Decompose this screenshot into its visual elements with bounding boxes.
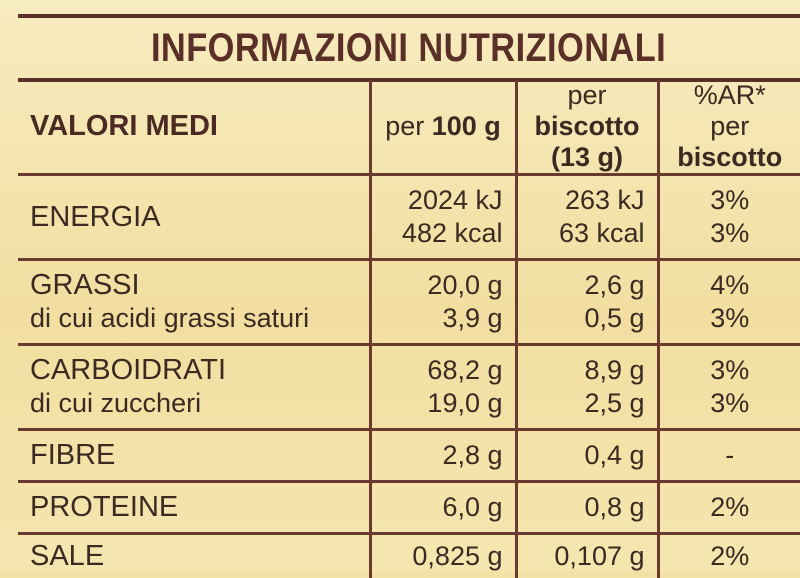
header-biscotto-weight: (13 g) xyxy=(551,142,623,172)
cell-carbo-perbisc: 8,9 g 2,5 g xyxy=(516,345,658,430)
value-zuccheri-100: 19,0 g xyxy=(372,387,503,420)
value-proteine-bisc: 0,8 g xyxy=(516,482,658,534)
value-fibre-100: 2,8 g xyxy=(370,430,516,482)
header-per-100g-unit: 100 g xyxy=(432,111,501,141)
value-fibre-bisc: 0,4 g xyxy=(516,430,658,482)
row-label-fibre: FIBRE xyxy=(18,430,370,482)
value-energia-kcal-bisc: 63 kcal xyxy=(518,217,645,250)
value-fibre-ar: - xyxy=(658,430,800,482)
value-proteine-100: 6,0 g xyxy=(370,482,516,534)
row-name-carboidrati: CARBOIDRATI xyxy=(18,354,369,387)
value-saturi-100: 3,9 g xyxy=(372,302,503,335)
table-row-energia: ENERGIA 2024 kJ 482 kcal 263 kJ 63 kcal … xyxy=(18,175,800,260)
table-row-carboidrati: CARBOIDRATI di cui zuccheri 68,2 g 19,0 … xyxy=(18,345,800,430)
value-zuccheri-ar: 3% xyxy=(660,387,800,420)
row-label-proteine: PROTEINE xyxy=(18,482,370,534)
value-energia-kcal-100: 482 kcal xyxy=(372,217,503,250)
table-row-fibre: FIBRE 2,8 g 0,4 g - xyxy=(18,430,800,482)
cell-energia-per100: 2024 kJ 482 kcal xyxy=(370,175,516,260)
header-per-100g-prefix: per xyxy=(385,111,424,141)
value-energia-kj-bisc: 263 kJ xyxy=(518,184,645,217)
value-grassi-bisc: 2,6 g xyxy=(518,269,645,302)
header-ar: %AR* per biscotto xyxy=(658,80,800,175)
value-energia-ar-kj: 3% xyxy=(660,184,800,217)
value-saturi-ar: 3% xyxy=(660,302,800,335)
nutrition-table: VALORI MEDI per 100 g per biscotto (13 g… xyxy=(18,80,800,578)
value-carbo-bisc: 8,9 g xyxy=(518,354,645,387)
row-name-grassi: GRASSI xyxy=(18,269,369,302)
header-valori-medi: VALORI MEDI xyxy=(18,80,370,175)
row-sub-zuccheri: di cui zuccheri xyxy=(18,387,369,420)
table-header-row: VALORI MEDI per 100 g per biscotto (13 g… xyxy=(18,80,800,175)
row-label-energia: ENERGIA xyxy=(18,175,370,260)
header-ar-prefix: per xyxy=(710,111,749,141)
cell-grassi-ar: 4% 3% xyxy=(658,260,800,345)
value-carbo-100: 68,2 g xyxy=(372,354,503,387)
page-title: INFORMAZIONI NUTRIZIONALI xyxy=(151,26,666,71)
value-energia-kj-100: 2024 kJ xyxy=(372,184,503,217)
header-per-biscotto-unit: biscotto xyxy=(535,111,640,141)
cell-energia-ar: 3% 3% xyxy=(658,175,800,260)
header-per-100g: per 100 g xyxy=(370,80,516,175)
value-zuccheri-bisc: 2,5 g xyxy=(518,387,645,420)
cell-carbo-ar: 3% 3% xyxy=(658,345,800,430)
cell-grassi-perbisc: 2,6 g 0,5 g xyxy=(516,260,658,345)
value-energia-ar-kcal: 3% xyxy=(660,217,800,250)
value-grassi-100: 20,0 g xyxy=(372,269,503,302)
title-bar: INFORMAZIONI NUTRIZIONALI xyxy=(18,14,800,82)
value-carbo-ar: 3% xyxy=(660,354,800,387)
cell-grassi-per100: 20,0 g 3,9 g xyxy=(370,260,516,345)
header-ar-unit: biscotto xyxy=(677,142,782,172)
header-per-biscotto-prefix: per xyxy=(567,80,606,110)
header-ar-label: %AR* xyxy=(660,80,800,111)
value-proteine-ar: 2% xyxy=(658,482,800,534)
cell-carbo-per100: 68,2 g 19,0 g xyxy=(370,345,516,430)
table-row-grassi: GRASSI di cui acidi grassi saturi 20,0 g… xyxy=(18,260,800,345)
row-label-carboidrati: CARBOIDRATI di cui zuccheri xyxy=(18,345,370,430)
header-per-biscotto: per biscotto (13 g) xyxy=(516,80,658,175)
cell-energia-perbisc: 263 kJ 63 kcal xyxy=(516,175,658,260)
row-sub-grassi-saturi: di cui acidi grassi saturi xyxy=(18,302,369,335)
value-saturi-bisc: 0,5 g xyxy=(518,302,645,335)
row-label-grassi: GRASSI di cui acidi grassi saturi xyxy=(18,260,370,345)
table-row-proteine: PROTEINE 6,0 g 0,8 g 2% xyxy=(18,482,800,534)
value-grassi-ar: 4% xyxy=(660,269,800,302)
